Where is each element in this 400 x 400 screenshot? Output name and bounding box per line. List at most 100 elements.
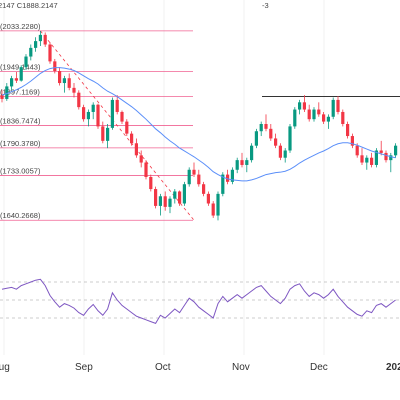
grid-lines bbox=[3, 0, 325, 355]
candle-body bbox=[326, 116, 330, 122]
candle-body bbox=[10, 78, 14, 87]
candle-body bbox=[43, 34, 47, 45]
fib-trend-line bbox=[40, 30, 195, 221]
header-extra: -3 bbox=[262, 1, 269, 10]
candle-body bbox=[254, 131, 258, 146]
candle-body bbox=[269, 128, 273, 139]
candle-body bbox=[48, 44, 52, 62]
candle-body bbox=[394, 145, 398, 156]
candle-body bbox=[250, 145, 254, 161]
candle-body bbox=[77, 92, 81, 108]
candle-body bbox=[168, 198, 172, 207]
candle-body bbox=[197, 174, 201, 185]
candle-body bbox=[221, 174, 225, 194]
x-axis-label: Dec bbox=[310, 362, 328, 373]
candle-body bbox=[293, 109, 297, 127]
candle-body bbox=[350, 136, 354, 146]
candle-body bbox=[288, 126, 292, 151]
candle-body bbox=[317, 109, 321, 115]
candle-body bbox=[192, 169, 196, 175]
candle-body bbox=[19, 67, 23, 81]
candle-body bbox=[346, 124, 350, 137]
ohlc-header: 2147 C1888.2147 bbox=[0, 1, 58, 10]
candle-body bbox=[355, 145, 359, 156]
candle-body bbox=[235, 160, 239, 170]
candle-body bbox=[86, 111, 90, 120]
candle-body bbox=[58, 71, 62, 84]
candle-body bbox=[139, 155, 143, 163]
candle-body bbox=[154, 189, 158, 206]
candle-body bbox=[374, 150, 378, 165]
fib-level-label: (1640.2668) bbox=[0, 211, 41, 220]
candle-body bbox=[34, 41, 38, 48]
candle-body bbox=[130, 133, 134, 144]
candle-body bbox=[384, 152, 388, 161]
fib-level-label: (1790.3780) bbox=[0, 139, 41, 148]
fib-level-label: (1949.1443) bbox=[0, 62, 41, 71]
x-axis-label: Aug bbox=[0, 362, 10, 373]
candle-body bbox=[216, 193, 220, 216]
candle-body bbox=[38, 34, 42, 42]
candle-body bbox=[110, 99, 114, 128]
fibonacci-retracement: (2033.2280) (1949.1443) (1897.1169) (1836.7… bbox=[0, 22, 193, 221]
fib-level-label: (1836.7474) bbox=[0, 117, 41, 126]
fib-level-label: (2033.2280) bbox=[0, 22, 41, 31]
candle-body bbox=[67, 78, 71, 88]
candle-body bbox=[240, 160, 244, 165]
candle-body bbox=[149, 177, 153, 190]
candlestick-series bbox=[0, 31, 398, 221]
candle-body bbox=[389, 155, 393, 161]
candle-body bbox=[226, 174, 230, 182]
candle-body bbox=[158, 196, 162, 206]
candle-body bbox=[206, 193, 210, 204]
time-axis: Aug Sep Oct Nov Dec 202 bbox=[0, 362, 400, 373]
candle-body bbox=[134, 143, 138, 156]
candle-body bbox=[144, 162, 148, 177]
candle-body bbox=[379, 150, 383, 153]
candle-body bbox=[278, 145, 282, 158]
x-axis-label: 202 bbox=[386, 362, 400, 373]
candle-body bbox=[322, 114, 326, 122]
candle-body bbox=[230, 169, 234, 182]
candle-body bbox=[163, 196, 167, 207]
x-axis-label: Sep bbox=[75, 362, 93, 373]
candle-body bbox=[211, 203, 215, 216]
candle-body bbox=[72, 87, 76, 93]
candle-body bbox=[53, 61, 57, 71]
candle-body bbox=[5, 86, 9, 99]
candle-body bbox=[106, 127, 110, 141]
candle-body bbox=[115, 99, 119, 112]
candle-body bbox=[182, 184, 186, 204]
candle-body bbox=[96, 104, 100, 127]
candle-body bbox=[101, 126, 105, 141]
candle-body bbox=[14, 78, 18, 81]
x-axis-label: Oct bbox=[155, 362, 171, 373]
candle-body bbox=[62, 78, 66, 84]
candle-body bbox=[360, 155, 364, 163]
candle-body bbox=[178, 191, 182, 204]
candle-body bbox=[274, 138, 278, 146]
candle-body bbox=[91, 104, 95, 112]
candle-body bbox=[341, 111, 345, 124]
candle-body bbox=[0, 95, 4, 99]
candle-body bbox=[120, 111, 124, 122]
candle-body bbox=[298, 102, 302, 110]
fib-level-label: (1897.1169) bbox=[0, 87, 40, 96]
candle-body bbox=[173, 191, 177, 199]
candle-body bbox=[331, 99, 335, 117]
candle-body bbox=[82, 107, 86, 120]
moving-average-line bbox=[1, 67, 396, 182]
candle-body bbox=[307, 109, 311, 120]
candle-body bbox=[370, 157, 374, 165]
candle-body bbox=[125, 121, 129, 134]
candle-body bbox=[264, 124, 268, 129]
candle-body bbox=[302, 102, 306, 110]
candle-body bbox=[365, 157, 369, 163]
candle-body bbox=[336, 99, 340, 112]
candle-body bbox=[245, 160, 249, 165]
candle-body bbox=[259, 124, 263, 132]
candle-body bbox=[187, 169, 191, 185]
rsi-line bbox=[1, 278, 396, 325]
candle-body bbox=[312, 109, 316, 120]
